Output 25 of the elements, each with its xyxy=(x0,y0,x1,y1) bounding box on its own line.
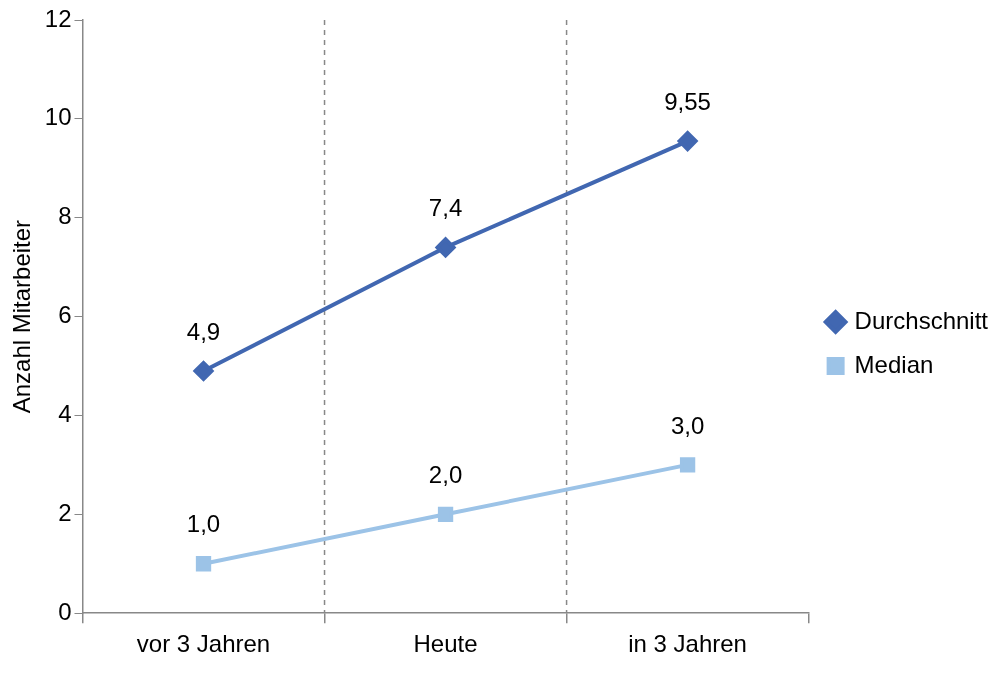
y-tick-label: 4 xyxy=(58,400,72,428)
y-tick-label: 8 xyxy=(58,202,72,230)
point xyxy=(677,131,698,152)
point xyxy=(193,360,214,381)
point xyxy=(679,457,696,473)
data-label: 3,0 xyxy=(670,411,705,439)
data-label: 2,0 xyxy=(428,460,463,488)
y-tick-label: 0 xyxy=(58,597,72,625)
point xyxy=(437,506,454,522)
x-tick-label: Heute xyxy=(413,630,478,658)
y-tick-label: 2 xyxy=(58,498,72,526)
point xyxy=(195,556,212,572)
y-axis-title: Anzahl Mitarbeiter xyxy=(8,219,36,414)
data-label: 7,4 xyxy=(428,194,463,222)
x-tick-label: in 3 Jahren xyxy=(628,630,747,658)
data-label: 4,9 xyxy=(186,317,221,345)
x-tick-label: vor 3 Jahren xyxy=(136,630,271,658)
y-tick-label: 6 xyxy=(58,301,72,329)
point xyxy=(435,237,456,258)
legend-label: Durchschnitt xyxy=(854,306,989,334)
y-tick-label: 10 xyxy=(44,103,72,131)
data-label: 1,0 xyxy=(186,510,221,538)
legend-label: Median xyxy=(854,350,934,378)
data-label: 9,55 xyxy=(664,87,711,115)
y-tick-label: 12 xyxy=(44,4,72,32)
